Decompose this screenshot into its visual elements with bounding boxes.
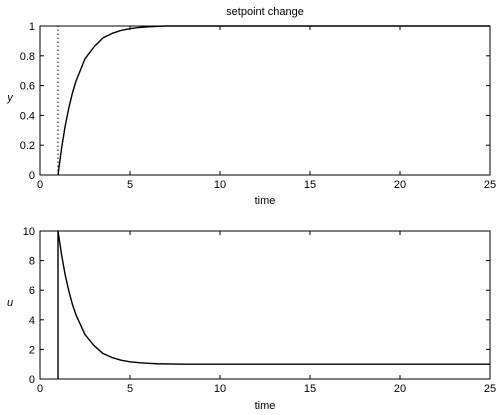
y-tick-label: 0 — [29, 374, 35, 386]
y-tick-label: 0.8 — [20, 51, 35, 63]
x-tick-label: 0 — [37, 179, 43, 191]
bottom-panel: 0 5 10 15 20 25 0 2 4 6 8 10 time u — [7, 226, 496, 412]
x-tick-label: 15 — [304, 179, 316, 191]
response-line — [57, 230, 490, 379]
y-tick-label: 6 — [29, 285, 35, 297]
y-tick-label: 10 — [23, 226, 35, 238]
x-tick-label: 20 — [394, 383, 406, 395]
y-tick-label: 0.4 — [20, 110, 35, 122]
plot-frame — [39, 25, 491, 176]
x-tick-label: 15 — [304, 383, 316, 395]
y-tick-label: 1 — [29, 21, 35, 33]
y-axis-label: y — [6, 92, 14, 104]
y-tick-label: 2 — [29, 344, 35, 356]
setpoint-line — [57, 25, 490, 175]
x-axis-label: time — [255, 400, 276, 412]
x-tick-label: 25 — [484, 383, 496, 395]
top-panel: 0 5 10 15 20 25 0 0.2 0.4 0.6 0.8 1 time y — [6, 21, 496, 207]
plot-frame — [39, 230, 491, 380]
response-line — [57, 25, 490, 176]
y-tick-label: 8 — [29, 256, 35, 268]
y-tick-label: 0.2 — [20, 140, 35, 152]
figure-title: setpoint change — [226, 6, 304, 18]
x-tick-label: 10 — [214, 179, 226, 191]
x-tick-label: 10 — [214, 383, 226, 395]
y-tick-label: 4 — [29, 315, 35, 327]
y-axis-label: u — [7, 297, 13, 309]
y-tick-label: 0.6 — [20, 81, 35, 93]
x-tick-label: 0 — [37, 383, 43, 395]
x-tick-label: 20 — [394, 179, 406, 191]
x-axis-label: time — [255, 195, 276, 207]
x-tick-label: 5 — [127, 383, 133, 395]
y-tick-label: 0 — [29, 170, 35, 182]
x-tick-label: 5 — [127, 179, 133, 191]
x-tick-label: 25 — [484, 179, 496, 191]
